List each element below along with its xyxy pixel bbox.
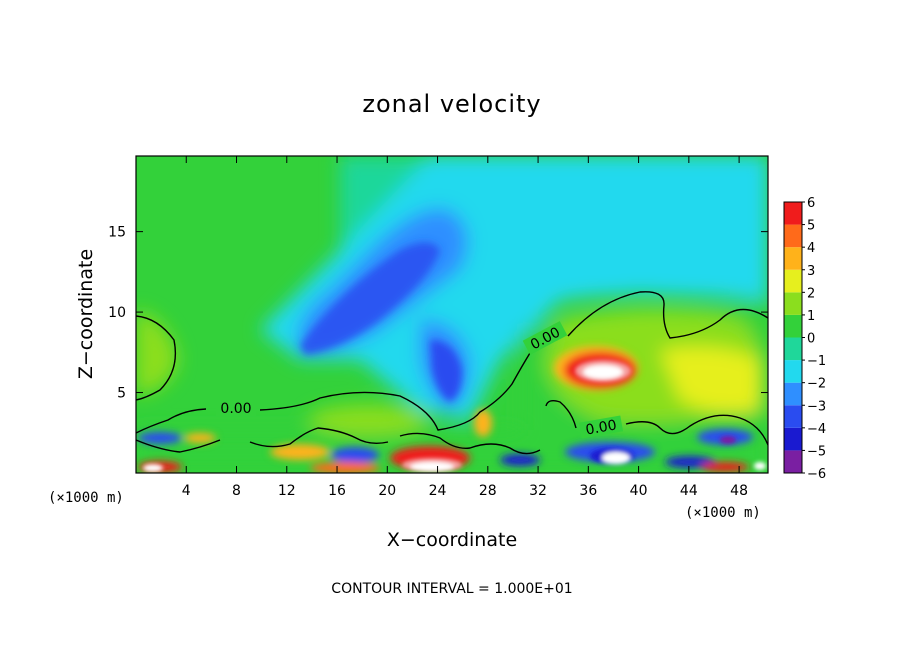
colorbar-label: −4 [807, 422, 826, 437]
chart-title: zonal velocity [362, 90, 541, 118]
y-tick-label: 15 [108, 225, 126, 241]
x-axis-ticks: 4 8 12 16 20 24 28 32 36 40 44 48 [182, 156, 748, 499]
colorbar-swatch [784, 314, 802, 338]
colorbar-label: −3 [807, 399, 826, 414]
colorbar-label: −1 [807, 354, 826, 369]
colorbar-swatch [784, 427, 802, 451]
colorbar-label: −5 [807, 444, 826, 459]
plot-frame [135, 155, 769, 474]
colorbar-label: 0 [807, 332, 815, 347]
contour-zero-mid [545, 399, 768, 446]
y-axis-ticks: 5 10 15 [108, 225, 768, 402]
x-tick-label: 12 [278, 483, 296, 499]
colorbar-swatch [784, 360, 802, 383]
contour-label-right: 0.00 [584, 417, 617, 438]
x-tick-label: 44 [680, 483, 698, 499]
y-tick-label: 5 [117, 386, 126, 402]
x-tick-label: 4 [182, 483, 191, 499]
x-tick-label: 24 [429, 483, 447, 499]
colorbar-swatch [784, 337, 802, 361]
colorbar-label: 4 [807, 241, 815, 256]
colorbar-label: 2 [807, 286, 815, 301]
colorbar-label: 1 [807, 309, 815, 324]
colorbar-label: 3 [807, 264, 815, 279]
x-tick-label: 28 [479, 483, 497, 499]
y-axis-label: Z−coordinate [75, 249, 97, 379]
x-axis-label: X−coordinate [387, 529, 517, 551]
contour-zero-left [136, 315, 177, 401]
heatmap-field [136, 156, 768, 473]
colorbar-swatch [784, 269, 802, 293]
colorbar-swatch [784, 405, 802, 428]
colorbar: −6 −5 −4 −3 −2 −1 0 1 2 3 4 5 6 [783, 196, 826, 482]
colorbar-swatch [784, 224, 802, 248]
contour-zero-surface [136, 427, 541, 455]
x-unit-right: (×1000 m) [685, 505, 761, 521]
colorbar-label: 6 [807, 196, 815, 211]
contour-lines [136, 291, 768, 455]
x-unit-left: (×1000 m) [48, 490, 124, 506]
x-tick-label: 8 [232, 483, 241, 499]
colorbar-label: −2 [807, 377, 826, 392]
x-tick-label: 36 [579, 483, 597, 499]
colorbar-label: −6 [807, 467, 826, 482]
colorbar-swatch [784, 292, 802, 315]
colorbar-label: 5 [807, 219, 815, 234]
x-tick-label: 16 [328, 483, 346, 499]
colorbar-swatch [784, 247, 802, 270]
y-tick-label: 10 [108, 305, 126, 321]
colorbar-swatch [784, 450, 802, 473]
contour-label-left: 0.00 [220, 401, 251, 417]
x-tick-label: 20 [378, 483, 396, 499]
colorbar-swatch [784, 382, 802, 406]
colorbar-swatch [784, 202, 802, 225]
contour-zero-lower [136, 291, 768, 434]
x-tick-label: 48 [730, 483, 748, 499]
x-tick-label: 32 [529, 483, 547, 499]
contour-interval-note: CONTOUR INTERVAL = 1.000E+01 [331, 581, 572, 597]
x-tick-label: 40 [630, 483, 648, 499]
